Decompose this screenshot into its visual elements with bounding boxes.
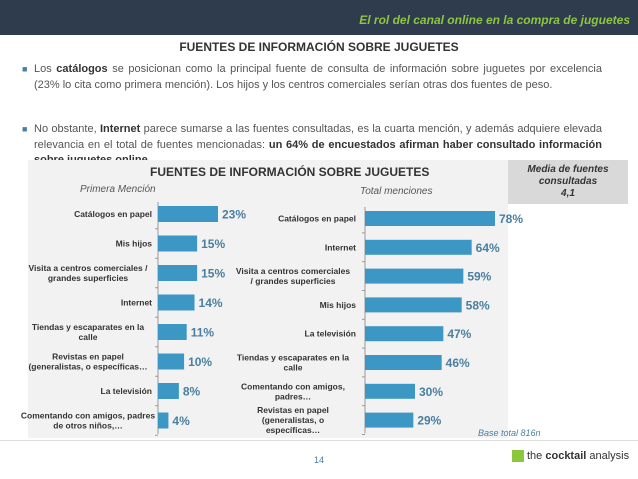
category-label: Internet	[325, 242, 356, 252]
bullet-2-mid: parece sumarse a las fuentes consultadas…	[34, 123, 602, 151]
category-label: Tiendas y escaparates en la calle	[32, 322, 145, 342]
data-label: 78%	[499, 212, 523, 226]
data-label: 14%	[199, 296, 223, 310]
bar	[158, 294, 195, 311]
data-label: 15%	[201, 267, 225, 281]
data-label: 11%	[191, 326, 215, 340]
data-label: 59%	[467, 270, 491, 284]
bullet-square-icon: ■	[22, 64, 28, 74]
category-label: Tiendas y escaparates en la calle	[237, 353, 350, 373]
bar	[158, 235, 198, 252]
category-label: Revistas en papel (generalistas, o específ…	[257, 405, 329, 435]
bar	[158, 353, 185, 370]
bar	[365, 355, 442, 370]
data-label: 8%	[183, 385, 201, 399]
bullet-square-icon: ■	[22, 124, 28, 134]
chart-left-title: Primera Mención	[80, 184, 156, 195]
cocktail-logo-icon	[512, 450, 524, 463]
data-label: 29%	[417, 414, 441, 428]
data-label: 4%	[172, 414, 190, 428]
category-label: Comentando con amigos, padres…	[241, 381, 345, 401]
media-value: 4,1	[561, 188, 575, 199]
footer-divider	[0, 440, 638, 441]
category-label: Mis hijos	[320, 300, 357, 310]
brand-logo: the cocktail analysis	[512, 450, 630, 463]
bar	[365, 211, 495, 226]
bar	[365, 326, 444, 342]
base-note: Base total 816n	[478, 428, 541, 438]
chart-title: FUENTES DE INFORMACIÓN SOBRE JUGUETES	[150, 165, 430, 179]
category-label: Comentando con amigos, padres de otros ni…	[21, 411, 155, 431]
data-label: 64%	[476, 241, 500, 255]
category-label: Visita a centros comerciales / grandes su…	[29, 263, 149, 283]
bar	[365, 383, 415, 399]
bar	[158, 206, 218, 222]
bar	[158, 265, 198, 281]
header-bar: El rol del canal online en la compra de …	[0, 0, 638, 35]
category-label: Visita a centros comerciales / grandes su…	[236, 266, 350, 286]
bar	[365, 268, 464, 284]
page-number: 14	[313, 455, 324, 465]
category-label: Catálogos en papel	[74, 209, 152, 219]
category-label: La televisión	[305, 329, 357, 339]
category-label: La televisión	[101, 386, 153, 396]
data-label: 15%	[201, 237, 225, 251]
chart-1: 78% Catálogos en papel 64% Internet 59% Visit…	[236, 207, 523, 435]
bar	[365, 297, 462, 313]
logo-post: analysis	[586, 450, 630, 462]
data-label: 46%	[446, 356, 470, 370]
bullet-1-bold: catálogos	[56, 63, 108, 75]
category-label: Mis hijos	[116, 239, 153, 249]
media-label-2: consultadas	[538, 176, 598, 187]
media-fuentes-box: Media de fuentes consultadas 4,1	[508, 160, 628, 204]
data-label: 30%	[419, 385, 443, 399]
logo-pre: the	[527, 450, 546, 462]
data-label: 10%	[188, 355, 212, 369]
bullet-1-post: se posicionan como la principal fuente d…	[34, 63, 602, 91]
category-label: Catálogos en papel	[278, 214, 356, 224]
data-label: 58%	[466, 298, 490, 312]
chart-0: 23% Catálogos en papel 15% Mis hijos 15% Visi…	[21, 202, 246, 436]
bar	[365, 412, 414, 428]
bullet-1-pre: Los	[34, 63, 57, 75]
category-label: Revistas en papel (generalistas, o especí…	[28, 352, 147, 372]
bullet-2-bold: Internet	[99, 123, 141, 135]
category-label: Internet	[121, 298, 152, 308]
bar	[158, 412, 169, 429]
media-label-1: Media de fuentes	[527, 164, 609, 175]
bar	[158, 324, 187, 340]
bullet-1: ■ Los catálogos se posicionan como la pr…	[22, 62, 602, 93]
data-label: 23%	[222, 208, 246, 222]
logo-bold: cocktail	[545, 450, 587, 462]
bar	[158, 383, 179, 399]
header-title: El rol del canal online en la compra de …	[359, 13, 630, 27]
data-label: 47%	[447, 327, 471, 341]
chart-right-title: Total menciones	[360, 186, 433, 197]
bullet-2-pre: No obstante,	[34, 123, 100, 135]
page-title: FUENTES DE INFORMACIÓN SOBRE JUGUETES	[179, 40, 459, 54]
bar	[365, 239, 472, 255]
